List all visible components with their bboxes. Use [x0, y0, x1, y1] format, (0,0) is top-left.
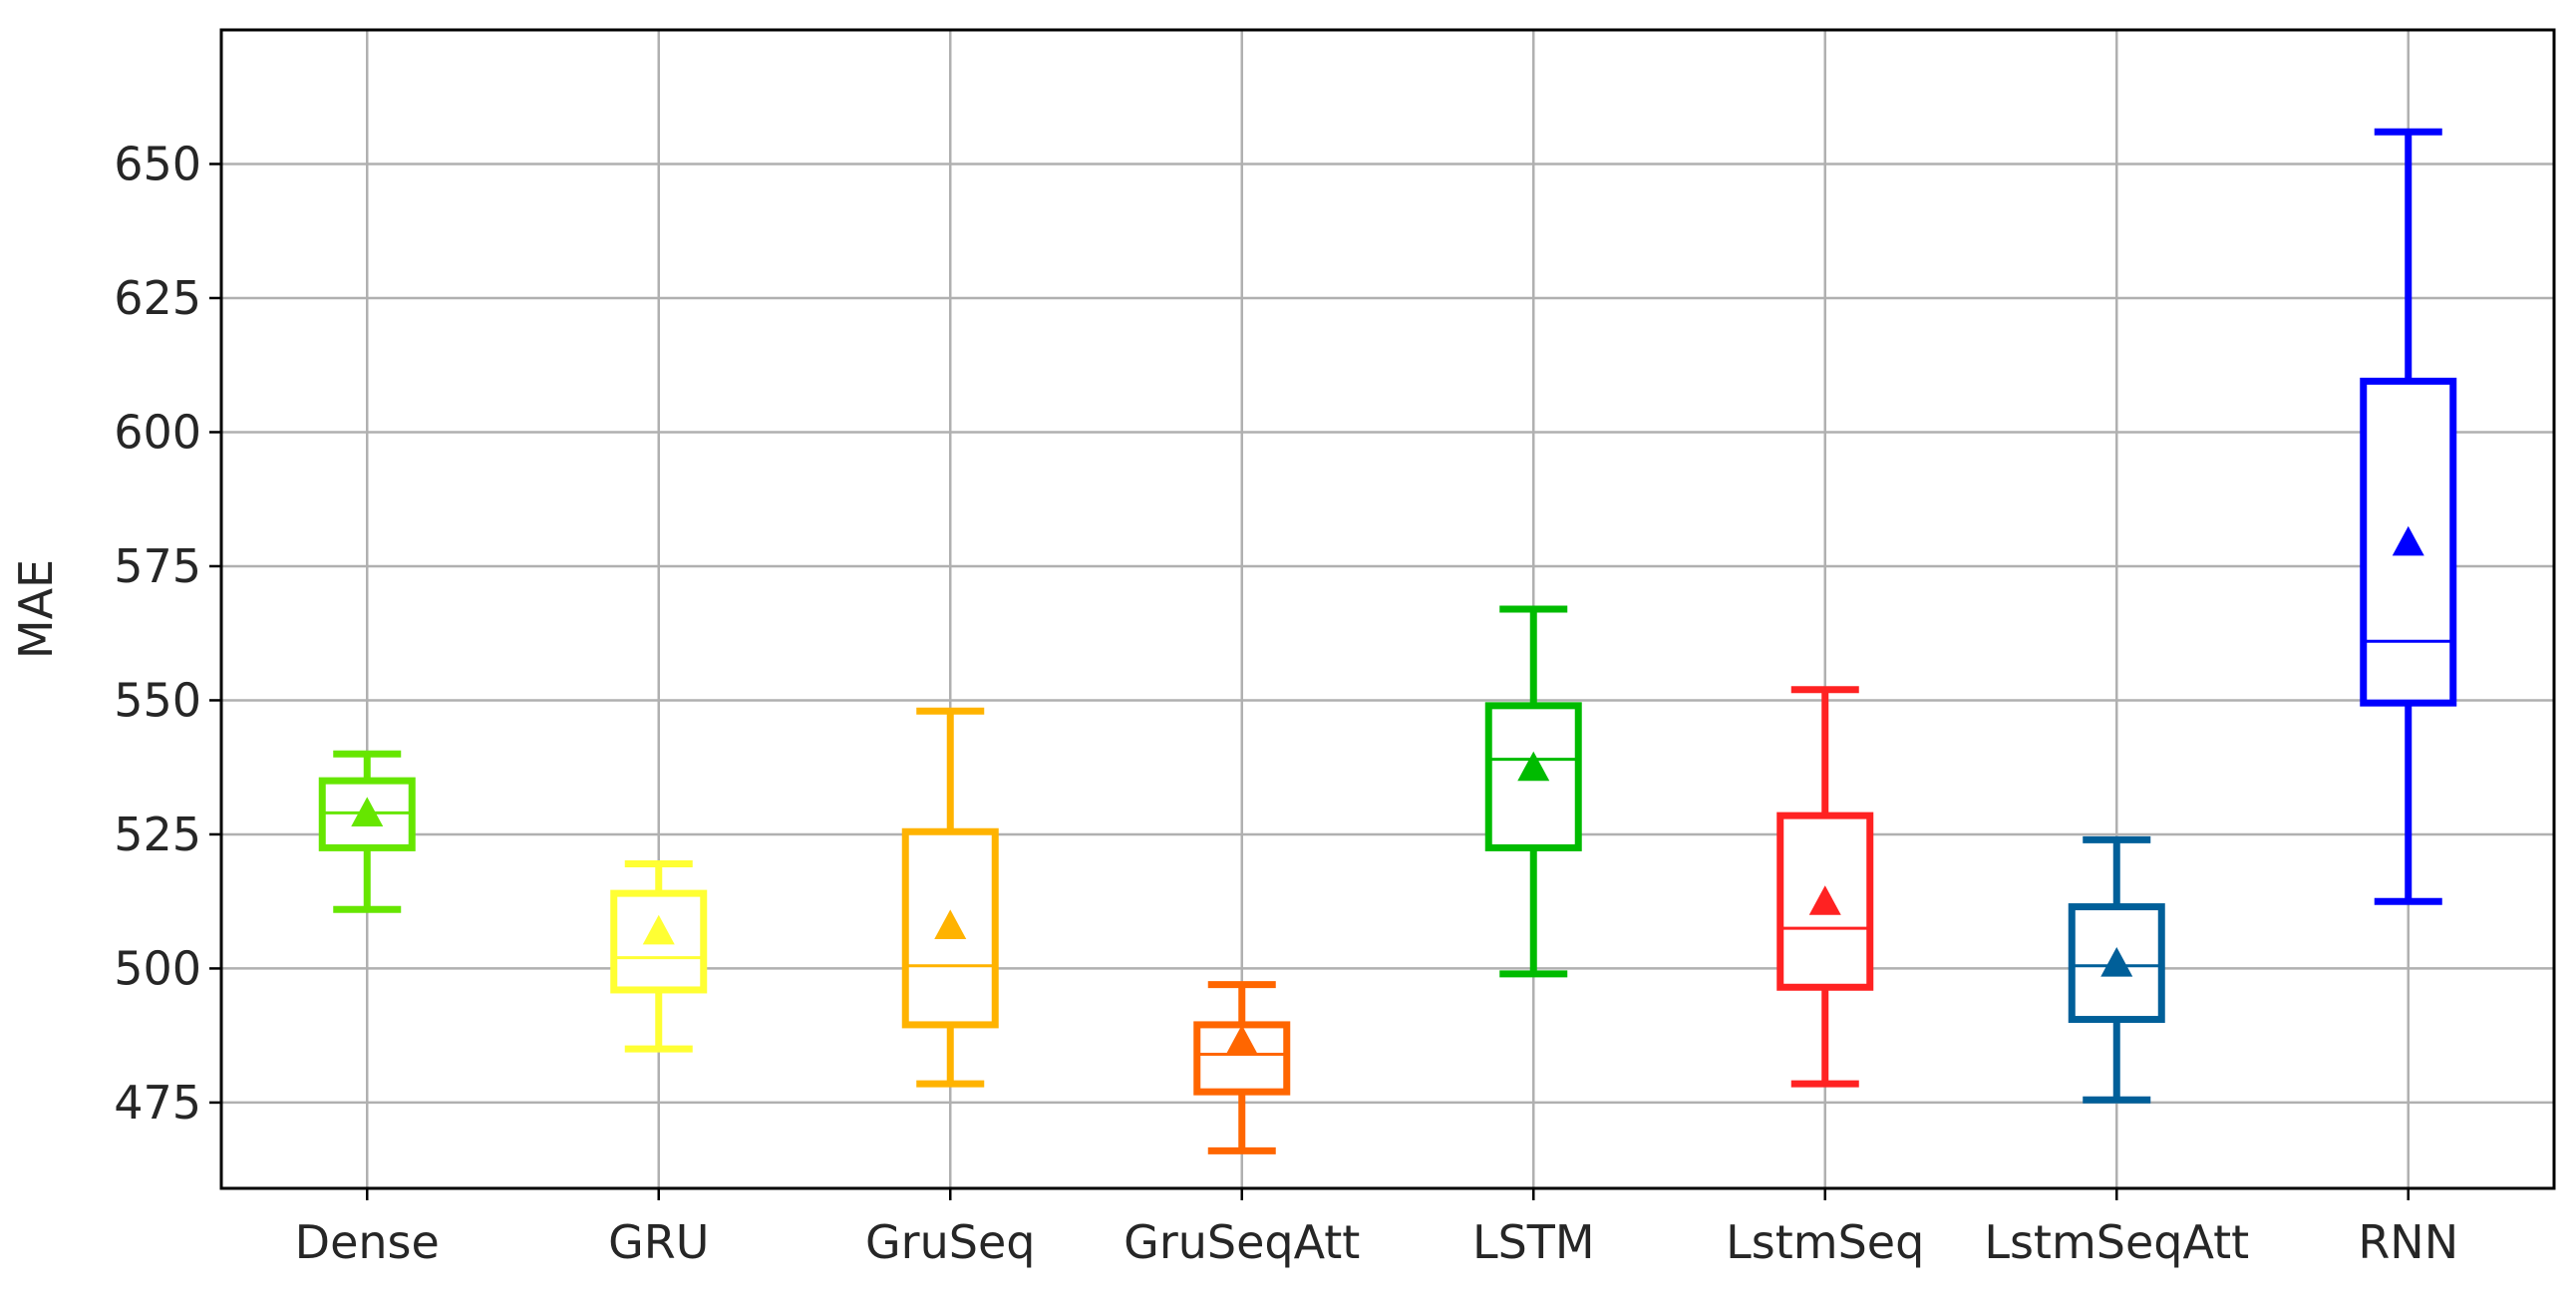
boxes-layer — [318, 128, 2457, 1154]
mean-marker — [2392, 525, 2424, 556]
mean-marker — [1517, 751, 1550, 782]
box-lstmseq — [1776, 686, 1874, 1088]
x-tick-label: LstmSeq — [1726, 1215, 1924, 1269]
mean-marker — [1225, 1025, 1258, 1055]
plot-frame — [219, 28, 2556, 1190]
box-gru — [610, 860, 708, 1053]
box-gruseqatt — [1193, 981, 1291, 1154]
mean-marker — [1808, 885, 1841, 915]
y-tick-label: 625 — [114, 271, 201, 325]
y-tick-label: 600 — [114, 405, 201, 459]
mean-marker — [934, 909, 967, 939]
tick-labels-layer: 475 500 525 550 575 600 625 650 Dense GRU GruSeq Gr… — [114, 137, 2458, 1269]
x-tick-label: GruSeq — [865, 1215, 1035, 1269]
box-lstmseqatt — [2068, 835, 2165, 1104]
y-axis-label: MAE — [9, 559, 63, 659]
iqr-box — [2360, 377, 2457, 707]
y-tick-label: 650 — [114, 137, 201, 190]
y-tick-label: 525 — [114, 808, 201, 861]
x-tick-label: LstmSeqAtt — [1984, 1215, 2249, 1269]
x-tick-label: RNN — [2358, 1215, 2458, 1269]
y-tick-label: 550 — [114, 673, 201, 727]
box-dense — [318, 750, 416, 913]
y-tick-label: 575 — [114, 539, 201, 593]
mean-marker — [351, 797, 384, 827]
iqr-box — [610, 889, 708, 994]
x-tick-label: LSTM — [1472, 1215, 1595, 1269]
box-lstm — [1484, 605, 1582, 978]
y-tick-label: 500 — [114, 941, 201, 995]
y-tick-label: 475 — [114, 1076, 201, 1130]
box-gruseq — [901, 707, 999, 1088]
box-rnn — [2360, 128, 2457, 905]
mean-marker — [2100, 947, 2133, 977]
mean-marker — [642, 914, 675, 945]
x-tick-label: Dense — [295, 1215, 440, 1269]
x-tick-label: GruSeqAtt — [1124, 1215, 1360, 1269]
x-tick-label: GRU — [608, 1215, 709, 1269]
grid-lines — [221, 30, 2554, 1188]
